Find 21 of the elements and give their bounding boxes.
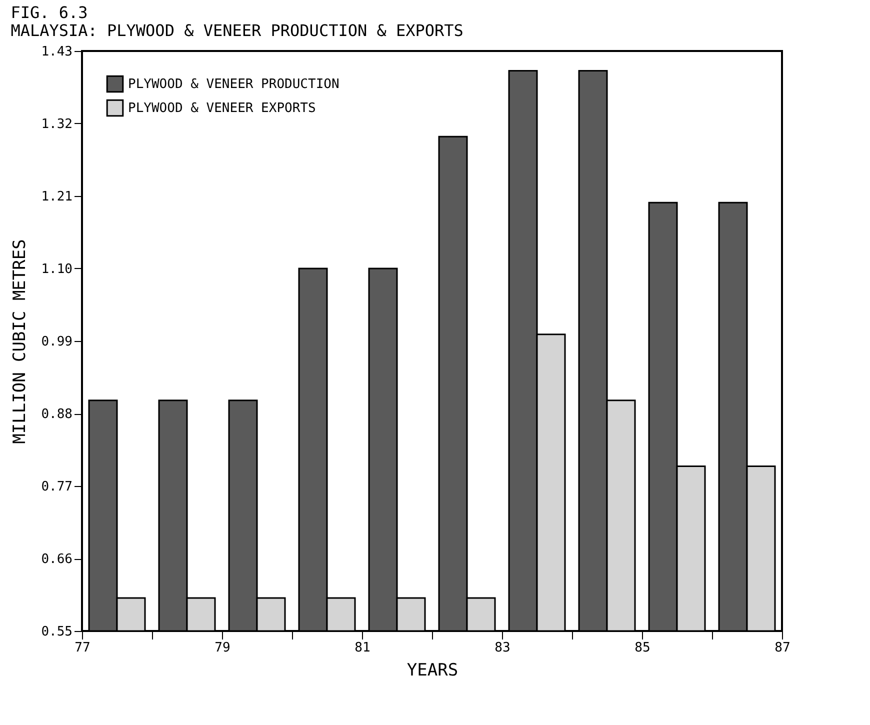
y-tick-label: 0.66 bbox=[41, 552, 72, 567]
y-tick-label: 0.99 bbox=[41, 334, 72, 350]
legend-label: PLYWOOD & VENEER PRODUCTION bbox=[128, 77, 340, 92]
x-tick-label: 81 bbox=[354, 640, 370, 656]
y-tick-label: 1.43 bbox=[41, 44, 72, 60]
x-tick-label: 79 bbox=[214, 640, 230, 656]
y-tick-label: 0.77 bbox=[41, 480, 72, 494]
x-tick-label: 87 bbox=[774, 640, 790, 656]
y-tick-label: 0.88 bbox=[41, 407, 72, 422]
y-tick-label: 1.32 bbox=[41, 117, 72, 132]
x-axis-title: YEARS bbox=[406, 660, 458, 680]
y-tick-label: 0.55 bbox=[41, 624, 72, 640]
y-tick-label: 1.21 bbox=[41, 190, 72, 204]
chart-title: FIG. 6.3 bbox=[10, 3, 88, 22]
x-tick-label: 85 bbox=[634, 640, 650, 656]
x-tick-label: 83 bbox=[494, 640, 510, 656]
chart-subtitle: MALAYSIA: PLYWOOD & VENEER PRODUCTION & EXPORTS bbox=[10, 21, 464, 40]
y-tick-label: 1.10 bbox=[41, 262, 72, 277]
x-tick-label: 77 bbox=[74, 640, 90, 656]
legend-label: PLYWOOD & VENEER EXPORTS bbox=[128, 101, 316, 116]
y-axis-title: MILLION CUBIC METRES bbox=[10, 239, 30, 444]
